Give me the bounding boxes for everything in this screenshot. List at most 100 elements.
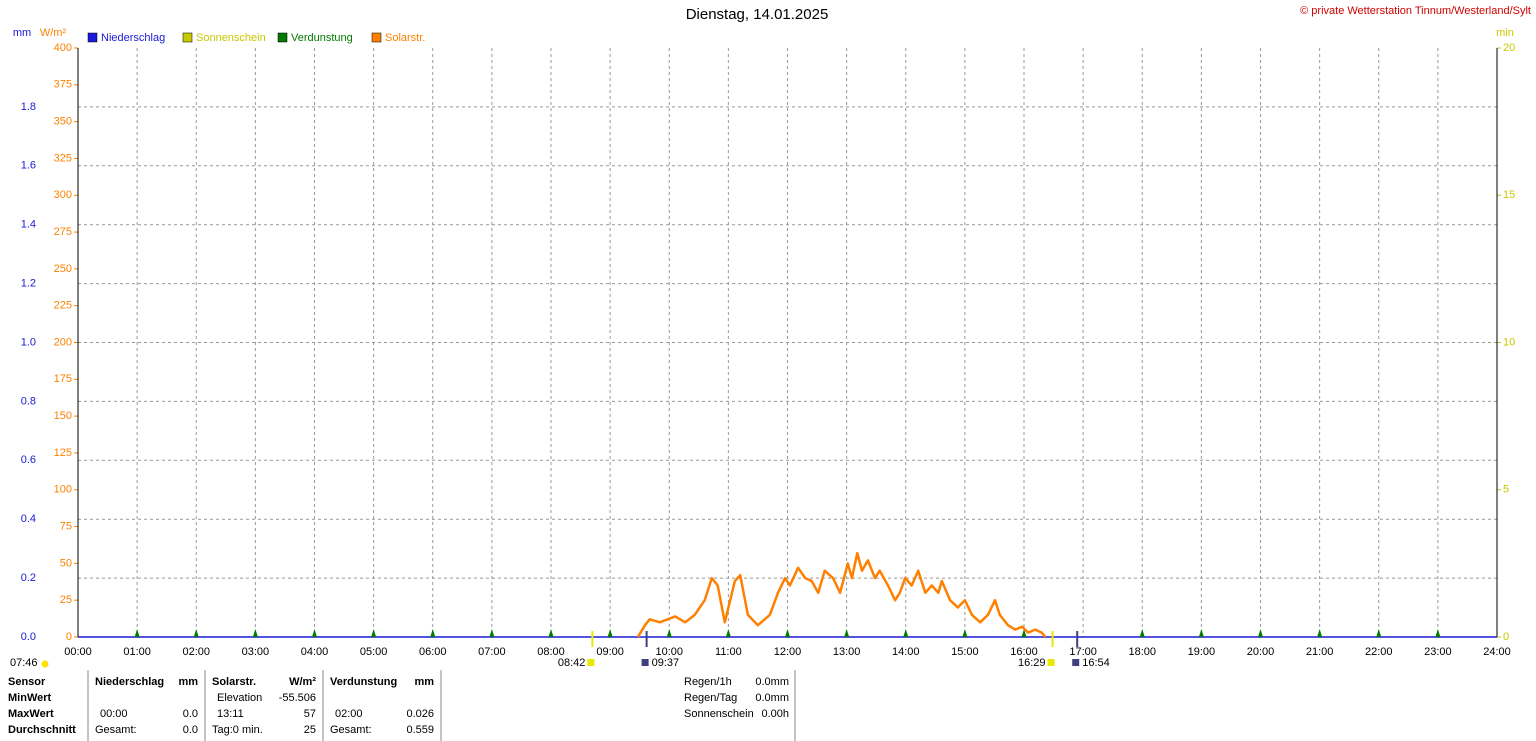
stats-cell-label: 13:11 xyxy=(217,708,244,720)
x-tick-label: 07:00 xyxy=(478,646,506,658)
stats-cell-label: Tag:0 min. xyxy=(212,724,263,736)
y2-tick-label: 350 xyxy=(54,116,72,128)
summary-value: 0.0mm xyxy=(755,676,789,688)
x-tick-label: 12:00 xyxy=(774,646,802,658)
y2-tick-label: 100 xyxy=(54,484,72,496)
stats-header: Niederschlag xyxy=(95,676,164,688)
x-tick-label: 16:00 xyxy=(1010,646,1038,658)
y-tick-label: 1.4 xyxy=(21,219,36,231)
stats-unit: W/m² xyxy=(289,676,316,688)
evaporation-marker xyxy=(548,629,554,637)
stats-cell-label: 02:00 xyxy=(335,708,363,720)
y2-tick-label: 25 xyxy=(60,594,72,606)
stats-cell-label: Gesamt: xyxy=(95,724,137,736)
evaporation-marker xyxy=(1139,629,1145,637)
stats-header: Verdunstung xyxy=(330,676,397,688)
copyright: © private Wetterstation Tinnum/Westerlan… xyxy=(1300,5,1531,17)
evaporation-marker xyxy=(1317,629,1323,637)
stats-header: Solarstr. xyxy=(212,676,256,688)
stats-cell-value: 25 xyxy=(304,724,316,736)
x-tick-label: 17:00 xyxy=(1069,646,1097,658)
evaporation-marker xyxy=(1376,629,1382,637)
sun-event-label: 09:37 xyxy=(652,657,680,669)
evaporation-marker xyxy=(1198,629,1204,637)
y3-tick-label: 5 xyxy=(1503,484,1509,496)
sun-icon xyxy=(641,659,649,666)
y-axis-unit: mm xyxy=(13,27,31,39)
y2-tick-label: 300 xyxy=(54,189,72,201)
y-tick-label: 1.6 xyxy=(21,160,36,172)
y3-tick-label: 20 xyxy=(1503,42,1515,54)
sun-event-label: 07:46 xyxy=(10,657,38,669)
y2-tick-label: 325 xyxy=(54,152,72,164)
evaporation-marker xyxy=(489,629,495,637)
stats-cell-label: 00:00 xyxy=(100,708,128,720)
evaporation-marker xyxy=(607,629,613,637)
evaporation-marker xyxy=(371,629,377,637)
x-tick-label: 02:00 xyxy=(182,646,210,658)
x-tick-label: 14:00 xyxy=(892,646,920,658)
evaporation-marker xyxy=(1258,629,1263,637)
legend-swatch xyxy=(87,32,98,43)
legend-label: Verdunstung xyxy=(291,32,353,44)
y2-axis-unit: W/m² xyxy=(40,27,67,39)
legend-label: Solarstr. xyxy=(385,32,425,44)
x-tick-label: 04:00 xyxy=(301,646,329,658)
y-tick-label: 0.0 xyxy=(21,631,36,643)
x-tick-label: 18:00 xyxy=(1128,646,1156,658)
stats-row-label: Durchschnitt xyxy=(8,724,76,736)
y3-axis-unit: min xyxy=(1496,27,1514,39)
stats-cell-label: Gesamt: xyxy=(330,724,372,736)
legend-label: Sonnenschein xyxy=(196,32,266,44)
y-tick-label: 1.2 xyxy=(21,278,36,290)
stats-cell-label: Elevation xyxy=(217,692,262,704)
evaporation-marker xyxy=(962,629,968,637)
y2-tick-label: 200 xyxy=(54,336,72,348)
evaporation-marker xyxy=(134,629,140,637)
x-tick-label: 03:00 xyxy=(242,646,270,658)
summary-label: Regen/Tag xyxy=(684,692,737,704)
stats-cell-value: 0.026 xyxy=(406,708,434,720)
x-tick-label: 20:00 xyxy=(1247,646,1275,658)
y3-tick-label: 10 xyxy=(1503,336,1515,348)
chart-title: Dienstag, 14.01.2025 xyxy=(686,6,829,23)
evaporation-marker xyxy=(903,629,909,637)
legend-swatch xyxy=(371,32,382,43)
stats-cell-value: 0.0 xyxy=(183,724,198,736)
x-tick-label: 08:00 xyxy=(537,646,565,658)
sun-icon xyxy=(1047,659,1055,666)
y2-tick-label: 400 xyxy=(54,42,72,54)
evaporation-marker xyxy=(785,629,790,637)
y2-tick-label: 0 xyxy=(66,631,72,643)
x-tick-label: 00:00 xyxy=(64,646,92,658)
y3-tick-label: 0 xyxy=(1503,631,1509,643)
y2-tick-label: 50 xyxy=(60,557,72,569)
sun-icon xyxy=(1072,659,1080,666)
summary-value: 0.0mm xyxy=(755,692,789,704)
evaporation-marker xyxy=(1021,629,1027,637)
x-tick-label: 06:00 xyxy=(419,646,447,658)
stats-row-label: MinWert xyxy=(8,692,52,704)
y2-tick-label: 225 xyxy=(54,300,72,312)
stats-row-label: Sensor xyxy=(8,676,46,688)
series-line xyxy=(636,551,1047,638)
y-tick-label: 0.8 xyxy=(21,395,36,407)
sun-icon xyxy=(41,660,49,668)
legend-label: Niederschlag xyxy=(101,32,165,44)
sun-event-label: 08:42 xyxy=(558,657,586,669)
evaporation-marker xyxy=(312,629,317,637)
x-tick-label: 10:00 xyxy=(655,646,683,658)
x-tick-label: 22:00 xyxy=(1365,646,1393,658)
y2-tick-label: 375 xyxy=(54,79,72,91)
y2-tick-label: 175 xyxy=(54,373,72,385)
sun-event-label: 16:54 xyxy=(1082,657,1110,669)
evaporation-marker xyxy=(252,629,258,637)
x-tick-label: 24:00 xyxy=(1483,646,1511,658)
stats-unit: mm xyxy=(178,676,198,688)
y2-tick-label: 275 xyxy=(54,226,72,238)
sun-event-label: 16:29 xyxy=(1018,657,1046,669)
x-tick-label: 19:00 xyxy=(1188,646,1216,658)
summary-value: 0.00h xyxy=(761,708,789,720)
x-tick-label: 23:00 xyxy=(1424,646,1452,658)
